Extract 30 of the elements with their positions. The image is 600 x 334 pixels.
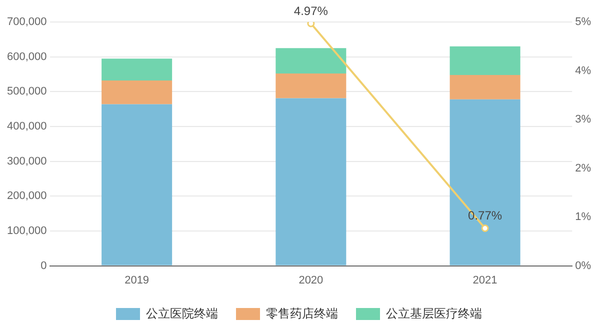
y-tick-label: 200,000	[6, 190, 47, 202]
y2-tick-label: 2%	[575, 162, 592, 174]
y2-tick-label: 0%	[575, 260, 592, 272]
y2-tick-label: 3%	[575, 114, 592, 126]
x-tick-label: 2019	[124, 274, 150, 286]
x-tick-label: 2021	[472, 274, 498, 286]
bar	[450, 74, 520, 100]
bar	[102, 80, 172, 104]
y2-tick-label: 1%	[575, 211, 592, 224]
bar	[450, 99, 520, 266]
y-tick-label: 600,000	[6, 50, 47, 63]
legend-label: 零售药店终端	[266, 306, 338, 320]
data-label: 4.97%	[294, 4, 328, 18]
y-tick-label: 300,000	[6, 155, 47, 168]
y-tick-label: 100,000	[6, 225, 47, 238]
y2-tick-label: 4%	[575, 64, 592, 77]
y-tick-label: 0	[40, 260, 47, 272]
y-tick-label: 500,000	[6, 86, 47, 98]
y-tick-label: 400,000	[6, 120, 47, 133]
y2-tick-label: 5%	[575, 16, 592, 28]
bar	[276, 98, 346, 266]
bar	[276, 74, 346, 98]
x-tick-label: 2020	[298, 274, 324, 286]
legend-label: 公立医院终端	[146, 306, 218, 320]
y-tick-label: 700,000	[6, 16, 47, 28]
bar	[276, 48, 346, 74]
bar	[102, 104, 172, 266]
legend-label: 公立基层医疗终端	[386, 306, 482, 320]
bar	[450, 46, 520, 75]
bar	[102, 58, 172, 81]
